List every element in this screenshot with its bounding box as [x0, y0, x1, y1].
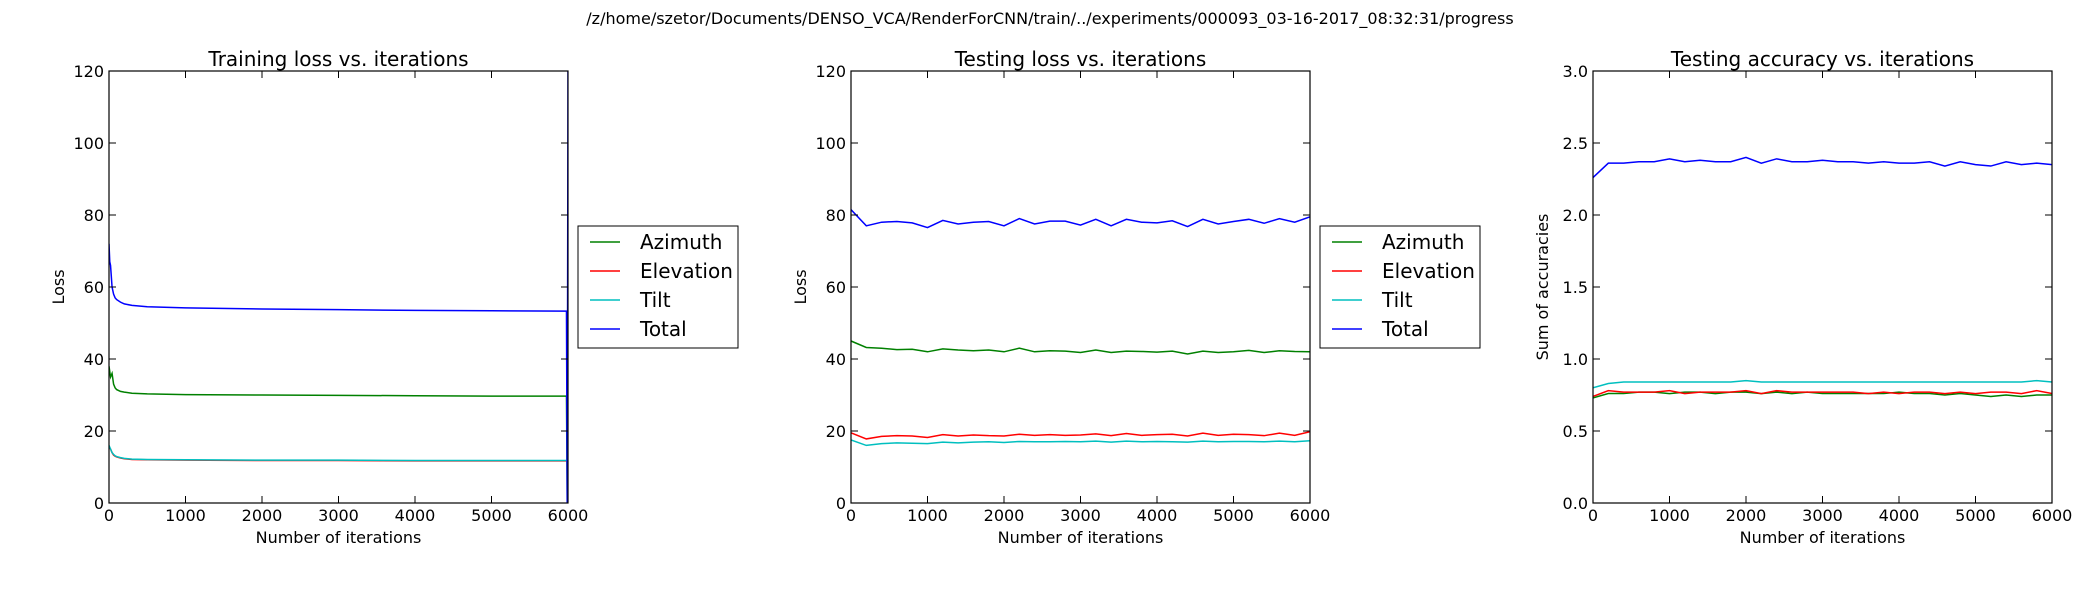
x-tick-label: 4000	[395, 506, 436, 525]
y-tick-label: 1.5	[1563, 278, 1588, 297]
x-tick-label: 2000	[242, 506, 283, 525]
legend-box	[577, 225, 739, 349]
y-tick-label: 120	[73, 62, 104, 81]
x-tick-label: 6000	[2032, 506, 2073, 525]
x-tick-label: 1000	[907, 506, 948, 525]
series-line-total	[1593, 156, 2052, 179]
x-tick-label: 3000	[1802, 506, 1843, 525]
x-tick-label: 4000	[1137, 506, 1178, 525]
legend-label-elevation: Elevation	[1382, 259, 1475, 283]
y-tick-label: 20	[84, 422, 104, 441]
series-line-tilt	[851, 439, 1310, 447]
x-tick-label: 2000	[1726, 506, 1767, 525]
series-line-total	[109, 71, 568, 503]
x-tick-label: 0	[846, 506, 856, 525]
figure-title: /z/home/szetor/Documents/DENSO_VCA/Rende…	[586, 9, 1513, 29]
y-tick-label: 0.5	[1563, 422, 1588, 441]
x-tick-label: 4000	[1879, 506, 1920, 525]
x-tick-label: 2000	[984, 506, 1025, 525]
y-tick-label: 2.0	[1563, 206, 1588, 225]
legend: Azimuth Elevation Tilt Total	[577, 225, 739, 349]
y-tick-label: 100	[815, 134, 846, 153]
legend-label-elevation: Elevation	[640, 259, 733, 283]
axes-frame	[1592, 70, 2053, 504]
subplot-1: 0 1000 2000 3000 4000 5000 6000 0 20 40 60 80 100 120…	[49, 47, 739, 547]
x-tick-label: 0	[1588, 506, 1598, 525]
legend-label-tilt: Tilt	[1381, 288, 1413, 312]
y-tick-label: 2.5	[1563, 134, 1588, 153]
y-axis-label: Loss	[791, 269, 810, 304]
y-axis-label: Loss	[49, 269, 68, 304]
legend-label-tilt: Tilt	[639, 288, 671, 312]
x-axis-label: Number of iterations	[998, 528, 1164, 547]
x-tick-label: 5000	[1213, 506, 1254, 525]
x-axis-label: Number of iterations	[1740, 528, 1906, 547]
y-tick-label: 120	[815, 62, 846, 81]
series-line-tilt	[1593, 379, 2052, 389]
subplots: 0 1000 2000 3000 4000 5000 6000020406080100120…	[49, 47, 2072, 547]
y-tick-label: 40	[84, 350, 104, 369]
series-line-total	[851, 209, 1310, 229]
y-tick-label: 60	[826, 278, 846, 297]
subplot-title: Testing accuracy vs. iterations	[1670, 47, 1974, 71]
x-tick-label: 1000	[165, 506, 206, 525]
axes-frame	[850, 70, 1311, 504]
x-tick-label: 5000	[1955, 506, 1996, 525]
x-tick-label: 5000	[471, 506, 512, 525]
y-tick-label: 60	[84, 278, 104, 297]
x-tick-label: 3000	[1060, 506, 1101, 525]
y-tick-label: 20	[826, 422, 846, 441]
series-line-azimuth	[851, 340, 1310, 355]
x-tick-label: 6000	[1290, 506, 1331, 525]
x-tick-label: 0	[104, 506, 114, 525]
y-tick-label: 0.0	[1563, 494, 1588, 513]
x-axis-label: Number of iterations	[256, 528, 422, 547]
y-tick-label: 100	[73, 134, 104, 153]
legend-label-azimuth: Azimuth	[640, 230, 722, 254]
series-line-azimuth	[109, 340, 568, 503]
series-line-elevation	[1593, 389, 2052, 398]
subplot-3: 0 1000 2000 3000 4000 5000 6000 0.0 0.5 1.0 1.5 2.0…	[1533, 47, 2072, 547]
y-tick-label: 0	[94, 494, 104, 513]
axes-frame	[108, 70, 569, 504]
legend-box	[1319, 225, 1481, 349]
series-line-azimuth	[1593, 391, 2052, 399]
subplot-title: Testing loss vs. iterations	[954, 47, 1207, 71]
y-tick-label: 0	[836, 494, 846, 513]
y-tick-label: 3.0	[1563, 62, 1588, 81]
y-tick-label: 80	[84, 206, 104, 225]
legend-label-total: Total	[639, 317, 687, 341]
y-tick-label: 80	[826, 206, 846, 225]
x-tick-label: 3000	[318, 506, 359, 525]
legend-label-total: Total	[1381, 317, 1429, 341]
legend-label-azimuth: Azimuth	[1382, 230, 1464, 254]
y-tick-label: 40	[826, 350, 846, 369]
series-line-elevation	[851, 430, 1310, 440]
subplot-title: Training loss vs. iterations	[207, 47, 468, 71]
series-line-tilt	[109, 445, 568, 462]
x-tick-label: 6000	[548, 506, 589, 525]
legend: Azimuth Elevation Tilt Total	[1319, 225, 1481, 349]
subplot-2: 0 1000 2000 3000 4000 5000 6000 0 20 40 60 80 100 120…	[791, 47, 1481, 547]
y-tick-label: 1.0	[1563, 350, 1588, 369]
y-axis-label: Sum of accuracies	[1533, 214, 1552, 361]
series-line-elevation	[109, 446, 568, 462]
x-tick-label: 1000	[1649, 506, 1690, 525]
